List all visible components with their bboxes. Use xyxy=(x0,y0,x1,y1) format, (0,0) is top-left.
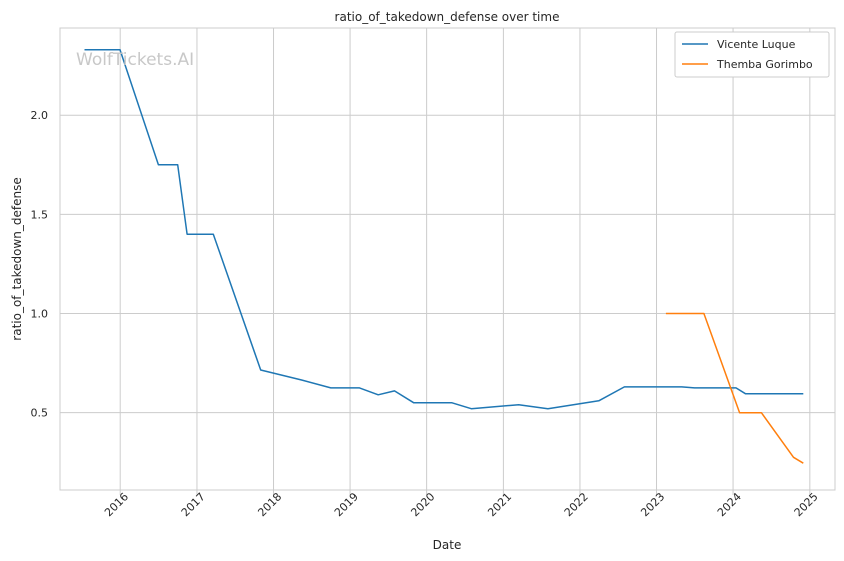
y-tick-label-1.5: 1.5 xyxy=(31,208,49,221)
y-tick-label-2.0: 2.0 xyxy=(31,109,49,122)
series-line-vicente-luque xyxy=(84,49,804,410)
x-axis-label: Date xyxy=(433,538,462,552)
y-tick-label-1.0: 1.0 xyxy=(31,308,49,321)
legend-label-vicente-luque: Vicente Luque xyxy=(717,38,796,51)
y-axis-label: ratio_of_takedown_defense xyxy=(10,177,24,340)
series-lines xyxy=(84,49,804,464)
legend-label-themba-gorimbo: Themba Gorimbo xyxy=(716,58,813,71)
plot-area xyxy=(59,27,836,491)
series-line-themba-gorimbo xyxy=(665,312,804,464)
y-axis-ticks: 0.5 1.0 1.5 2.0 xyxy=(31,109,49,419)
legend: Vicente Luque Themba Gorimbo xyxy=(674,31,830,78)
watermark: WolfTickets.AI xyxy=(76,50,194,70)
grid xyxy=(60,28,835,490)
chart-title: ratio_of_takedown_defense over time xyxy=(335,10,560,24)
y-tick-label-0.5: 0.5 xyxy=(31,407,49,420)
legend-box xyxy=(674,31,830,78)
